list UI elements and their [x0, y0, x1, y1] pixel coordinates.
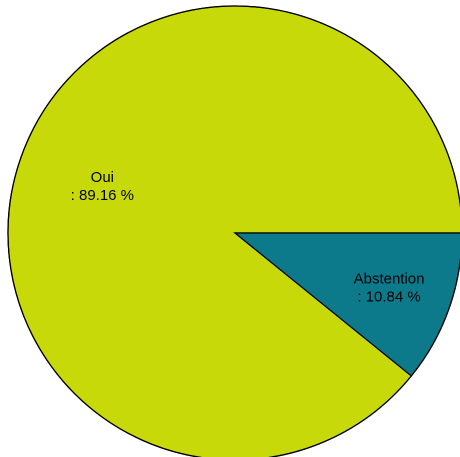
- slice-value-label-oui: : 89.16 %: [71, 187, 134, 204]
- pie-labels: Oui: 89.16 % Abstention: 10.84 %: [71, 169, 425, 306]
- slice-label-oui: Oui: [91, 169, 114, 186]
- pie-slices: [7, 5, 460, 457]
- pie-outline: [7, 5, 460, 457]
- slice-label-abstention: Abstention: [354, 271, 425, 288]
- slice-value-label-abstention: : 10.84 %: [357, 289, 420, 306]
- pie-slice-oui: [7, 5, 460, 457]
